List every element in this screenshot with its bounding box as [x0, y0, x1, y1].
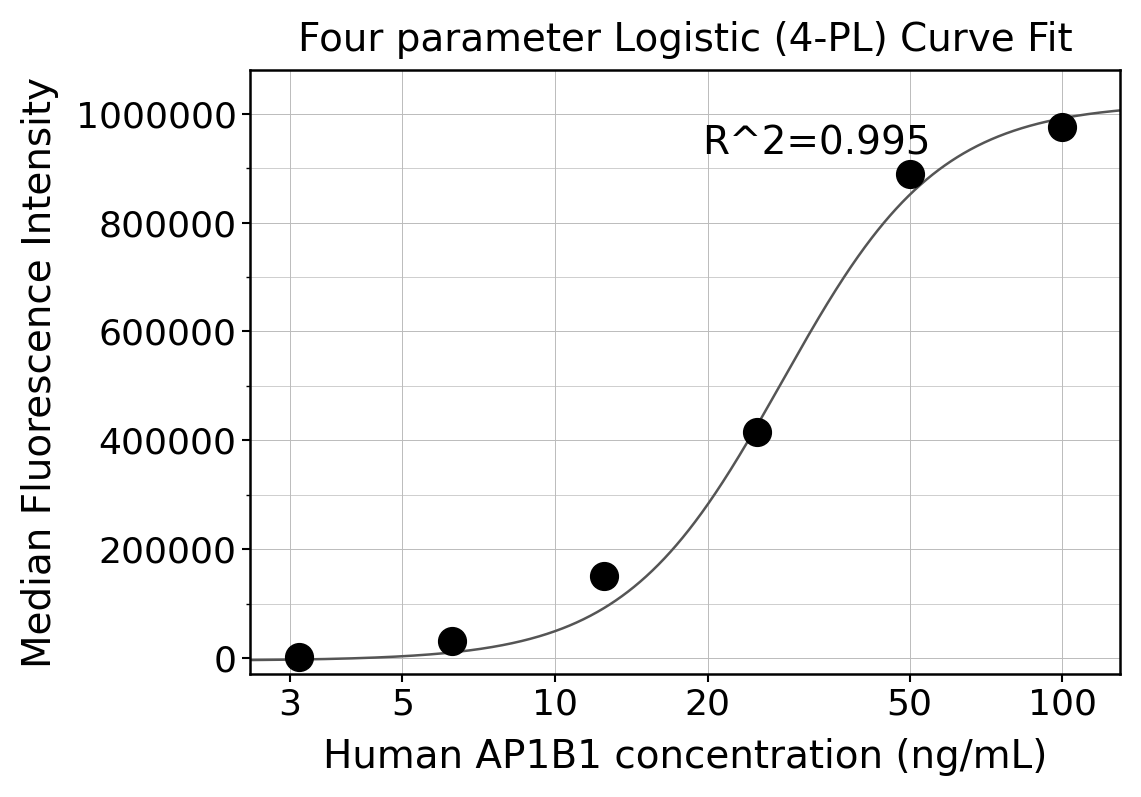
- Point: [290, 650, 308, 663]
- Y-axis label: Median Fluorescence Intensity: Median Fluorescence Intensity: [21, 77, 59, 668]
- Point: [1053, 121, 1071, 134]
- Point: [900, 167, 919, 180]
- Point: [443, 634, 461, 647]
- Title: Four parameter Logistic (4-PL) Curve Fit: Four parameter Logistic (4-PL) Curve Fit: [298, 21, 1073, 59]
- X-axis label: Human AP1B1 concentration (ng/mL): Human AP1B1 concentration (ng/mL): [323, 738, 1047, 776]
- Point: [747, 426, 766, 438]
- Point: [596, 570, 614, 583]
- Text: R^2=0.995: R^2=0.995: [703, 125, 931, 163]
